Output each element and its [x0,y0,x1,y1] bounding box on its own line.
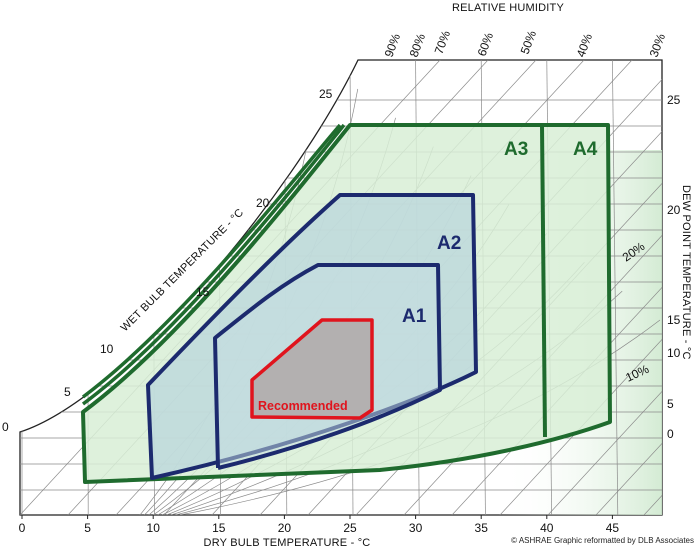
zone-label-a2: A2 [437,233,461,254]
wet-bulb-tick-label: 20 [256,196,270,210]
rh-tick-label: 30% [647,31,668,59]
rh-tick-label: 50% [518,28,539,56]
dry-bulb-tick-label: 15 [212,521,226,535]
title-relative-humidity: RELATIVE HUMIDITY [452,2,564,14]
zone-a3-boundary [540,124,547,438]
dew-point-tick-label: 20 [667,203,681,217]
dry-bulb-axis: 0 5 10 15 20 25 30 35 40 45 [19,515,620,535]
grid-dry-bulb-line [612,60,619,515]
zone-a4-saturation-line-3 [81,123,342,399]
dew-point-tick-label: 0 [667,427,674,441]
dry-bulb-tick-label: 25 [343,521,357,535]
rh-tick-label: 70% [432,28,453,56]
title-dew-point: DEW POINT TEMPERATURE - °C [680,185,692,360]
zone-label-a1: A1 [402,306,427,327]
dew-point-tick-label: 15 [667,313,681,327]
relative-humidity-axis: 90% 80% 70% 60% 50% 40% 30% [382,28,668,59]
dry-bulb-tick-label: 0 [19,521,26,535]
grid-wet-bulb-line [499,60,662,515]
rh-tick-label: 40% [574,31,595,59]
zone-label-a4: A4 [573,139,598,160]
wet-bulb-tick-label: 15 [196,285,210,299]
dew-point-tick-label: 5 [667,397,674,411]
grid-wet-bulb-line [547,60,662,515]
dew-point-tick-label: 10 [667,346,681,360]
dry-bulb-tick-label: 5 [84,521,91,535]
wet-bulb-tick-label: 25 [319,87,333,101]
zone-label-recommended: Recommended [258,399,348,413]
zone-label-a3: A3 [504,139,528,160]
title-dry-bulb: DRY BULB TEMPERATURE - °C [204,537,371,549]
dry-bulb-tick-label: 45 [606,521,620,535]
credit-text: © ASHRAE Graphic reformatted by DLB Asso… [511,536,694,545]
rh-tick-label: 60% [475,30,496,58]
wet-bulb-tick-label: 10 [100,342,114,356]
wet-bulb-tick-label: 5 [64,385,71,399]
dew-point-tick-label: 25 [667,93,681,107]
wet-bulb-tick-label: 0 [2,420,9,434]
dry-bulb-tick-label: 40 [540,521,554,535]
dry-bulb-tick-label: 10 [147,521,161,535]
dry-bulb-tick-label: 35 [475,521,489,535]
dry-bulb-tick-label: 30 [409,521,423,535]
dew-point-axis: 25 20 15 10 5 0 [667,93,681,441]
zone-a4-saturation-line-2 [81,123,346,406]
rh-tick-label: 90% [382,31,403,59]
dry-bulb-tick-label: 20 [278,521,292,535]
wet-bulb-axis: 0 5 10 15 20 25 [2,87,333,434]
rh-tick-label: 80% [407,31,428,59]
zone-recommended-area [250,318,374,420]
